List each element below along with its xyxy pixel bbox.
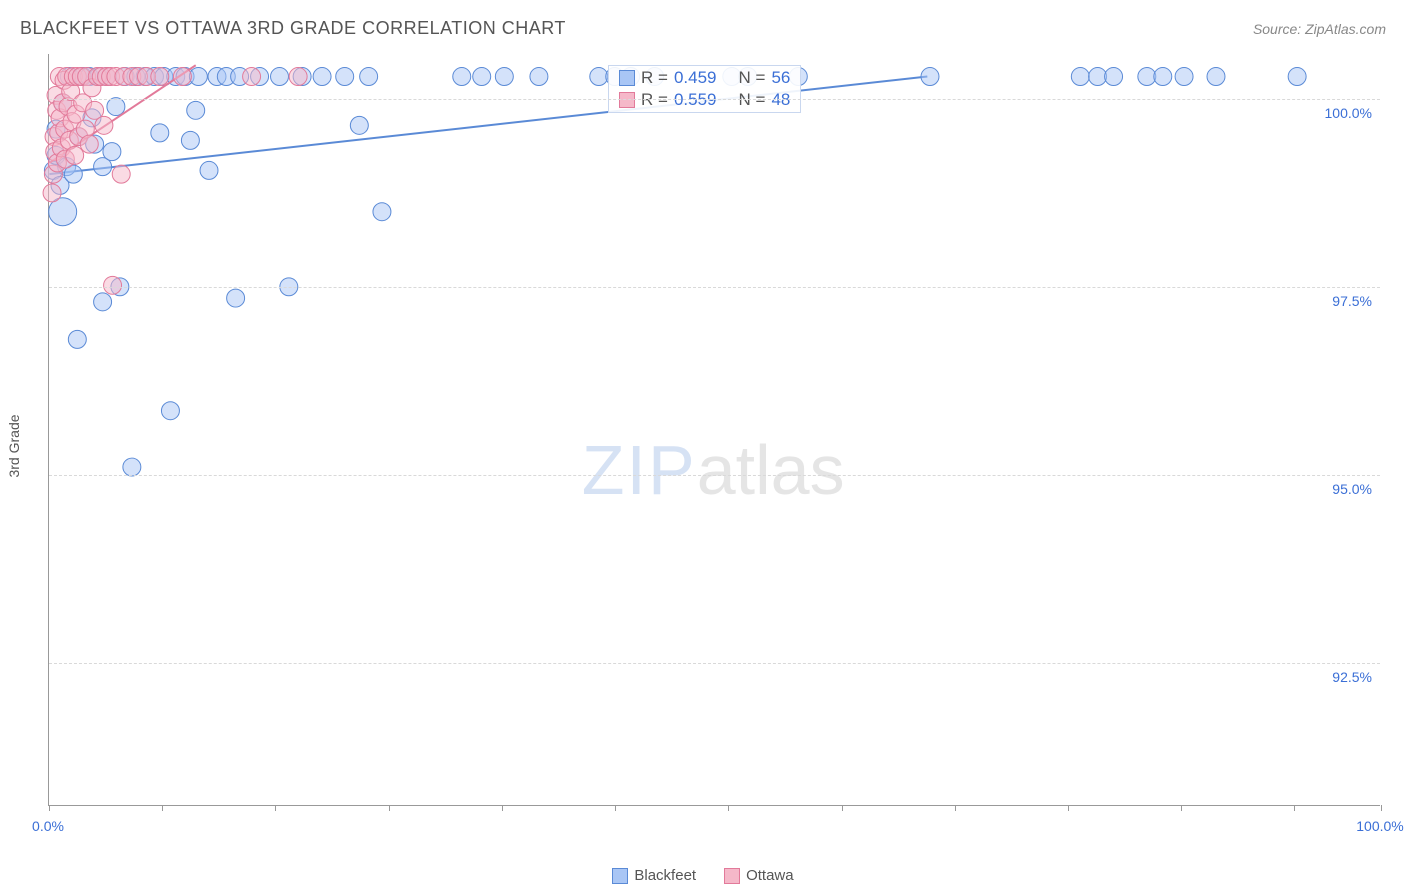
data-point xyxy=(66,146,84,164)
data-point xyxy=(200,161,218,179)
source-label: Source: ZipAtlas.com xyxy=(1253,21,1386,37)
data-point xyxy=(453,68,471,86)
legend: Blackfeet Ottawa xyxy=(0,867,1406,884)
x-tick xyxy=(1181,805,1182,811)
data-point xyxy=(473,68,491,86)
x-tick xyxy=(1294,805,1295,811)
data-point xyxy=(360,68,378,86)
data-point xyxy=(103,143,121,161)
data-point xyxy=(373,203,391,221)
data-point xyxy=(590,68,608,86)
stat-r-label: R = xyxy=(641,68,668,88)
stats-row: R = 0.459 N =56 xyxy=(619,68,790,88)
y-tick-label: 97.5% xyxy=(1330,293,1374,309)
stat-n-label: N = xyxy=(739,90,766,110)
data-point xyxy=(104,276,122,294)
data-point xyxy=(227,289,245,307)
series-swatch xyxy=(619,70,635,86)
x-tick xyxy=(1068,805,1069,811)
legend-swatch xyxy=(724,868,740,884)
x-tick xyxy=(275,805,276,811)
stat-n-label: N = xyxy=(739,68,766,88)
data-point xyxy=(1105,68,1123,86)
data-point xyxy=(1071,68,1089,86)
plot-area: ZIPatlas R =0.459N =56R =0.559N =48 92.5… xyxy=(48,54,1380,806)
legend-item: Ottawa xyxy=(724,867,794,884)
data-point xyxy=(271,68,289,86)
y-tick-label: 92.5% xyxy=(1330,669,1374,685)
data-point xyxy=(181,131,199,149)
plot-svg xyxy=(49,54,1380,805)
data-point xyxy=(161,402,179,420)
x-tick xyxy=(728,805,729,811)
data-point xyxy=(1154,68,1172,86)
x-tick xyxy=(842,805,843,811)
grid-line xyxy=(49,99,1380,100)
data-point xyxy=(187,101,205,119)
data-point xyxy=(921,68,939,86)
data-point xyxy=(68,330,86,348)
series-swatch xyxy=(619,92,635,108)
x-tick xyxy=(1381,805,1382,811)
data-point xyxy=(95,116,113,134)
y-tick-label: 100.0% xyxy=(1323,105,1374,121)
x-tick-label: 0.0% xyxy=(32,818,64,834)
data-point xyxy=(243,68,261,86)
x-tick xyxy=(162,805,163,811)
data-point xyxy=(151,68,169,86)
header: BLACKFEET VS OTTAWA 3RD GRADE CORRELATIO… xyxy=(20,18,1386,39)
data-point xyxy=(289,68,307,86)
grid-line xyxy=(49,475,1380,476)
legend-label: Blackfeet xyxy=(634,867,696,884)
x-tick xyxy=(955,805,956,811)
data-point xyxy=(495,68,513,86)
x-tick xyxy=(502,805,503,811)
data-point xyxy=(43,184,61,202)
data-point xyxy=(1288,68,1306,86)
data-point xyxy=(151,124,169,142)
y-axis-label: 3rd Grade xyxy=(6,414,22,477)
data-point xyxy=(173,68,191,86)
legend-label: Ottawa xyxy=(746,867,794,884)
grid-line xyxy=(49,663,1380,664)
data-point xyxy=(107,98,125,116)
data-point xyxy=(1138,68,1156,86)
data-point xyxy=(1089,68,1107,86)
data-point xyxy=(336,68,354,86)
stat-r-label: R = xyxy=(641,90,668,110)
data-point xyxy=(350,116,368,134)
legend-item: Blackfeet xyxy=(612,867,696,884)
data-point xyxy=(530,68,548,86)
data-point xyxy=(1175,68,1193,86)
data-point xyxy=(94,293,112,311)
data-point xyxy=(189,68,207,86)
stat-r-value: 0.459 xyxy=(674,68,717,88)
x-tick xyxy=(49,805,50,811)
x-tick xyxy=(615,805,616,811)
stat-r-value: 0.559 xyxy=(674,90,717,110)
x-tick-label: 100.0% xyxy=(1356,818,1403,834)
stat-n-value: 48 xyxy=(771,90,790,110)
data-point xyxy=(123,458,141,476)
data-point xyxy=(1207,68,1225,86)
data-point xyxy=(313,68,331,86)
data-point xyxy=(80,135,98,153)
legend-swatch xyxy=(612,868,628,884)
correlation-stats-box: R = 0.459 N =56 R = 0.559 N =48 xyxy=(608,65,801,113)
x-tick xyxy=(389,805,390,811)
stats-row: R = 0.559 N =48 xyxy=(619,90,790,110)
grid-line xyxy=(49,287,1380,288)
chart-title: BLACKFEET VS OTTAWA 3RD GRADE CORRELATIO… xyxy=(20,18,566,39)
stat-n-value: 56 xyxy=(771,68,790,88)
y-tick-label: 95.0% xyxy=(1330,481,1374,497)
data-point xyxy=(112,165,130,183)
